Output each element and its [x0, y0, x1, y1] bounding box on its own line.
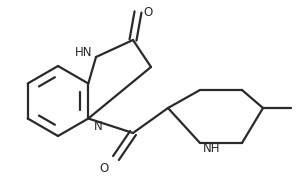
Text: N: N — [94, 120, 103, 133]
Text: O: O — [144, 5, 153, 19]
Text: HN: HN — [75, 46, 93, 59]
Text: O: O — [99, 161, 109, 174]
Text: NH: NH — [203, 142, 221, 154]
